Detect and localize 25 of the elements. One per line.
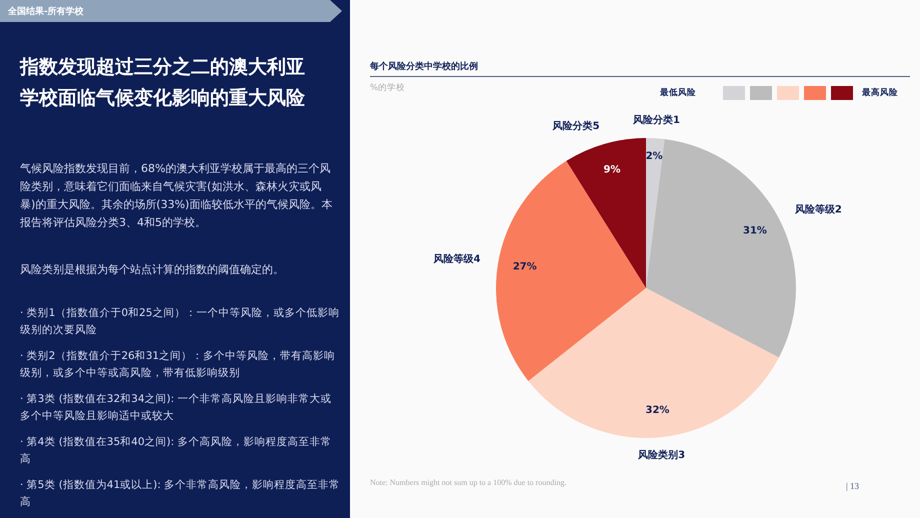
slice-label: 风险类别3 <box>637 448 686 461</box>
data-label: 31% <box>743 226 767 237</box>
text: · 第3类 (指数值在32和34之间): 一个非常高风险且影响非常大或多个中等风险且影响适中或较大 <box>20 392 332 424</box>
text: · 类别1（指数值介于0和25之间）：一个中等风险，或多个低影响级别的次要风险 <box>20 306 340 338</box>
data-label: 32% <box>645 405 670 416</box>
data-label: 2% <box>646 150 663 162</box>
text: 指数发现超过三分之二的澳大利亚学校面临气候变化影响的重大风险 <box>20 55 306 111</box>
text: 最高风险 <box>862 87 898 99</box>
chart-title: 每个风险分类中学校的比例 <box>370 60 478 73</box>
data-label: 27% <box>512 262 537 273</box>
text: Note: Numbers might not sum up to a 100% due to rounding. <box>370 478 566 487</box>
text: · 第4类 (指数值在35和40之间): 多个高风险，影响程度高至非常高 <box>20 435 332 467</box>
text: 风险类别是根据为每个站点计算的指数的阈值确定的。 <box>20 262 285 277</box>
slice-label: 风险等级4 <box>432 252 480 265</box>
slice-label: 风险分类5 <box>552 120 600 132</box>
text: 全国结果-所有学校 <box>8 5 84 18</box>
data-label: 9% <box>604 164 621 176</box>
text: · 第5类 (指数值为41或以上): 多个非常高风险，影响程度高至非常高 <box>20 478 342 510</box>
text: 气候风险指数发现目前，68%的澳大利亚学校属于最高的三个风险类别，意味着它们面临来自气候灾害(如洪水、森林火灾或风暴)的重大风险。其余的场所(33%)面临较低水平的气候风险。本报告将评估风险分类3、4和5的学校。 <box>20 161 334 231</box>
slice-label: 风险等级2 <box>794 204 842 216</box>
chart-subtitle: %的学校 <box>370 82 406 94</box>
text: · 类别2（指数值介于26和31之间）：多个中等风险，带有高影响级别，或多个中等或高风险，带有低影响级别 <box>20 349 336 381</box>
slice-label: 风险分类1 <box>632 114 680 126</box>
text: | 13 <box>846 481 860 491</box>
text: 最低风险 <box>660 87 696 99</box>
